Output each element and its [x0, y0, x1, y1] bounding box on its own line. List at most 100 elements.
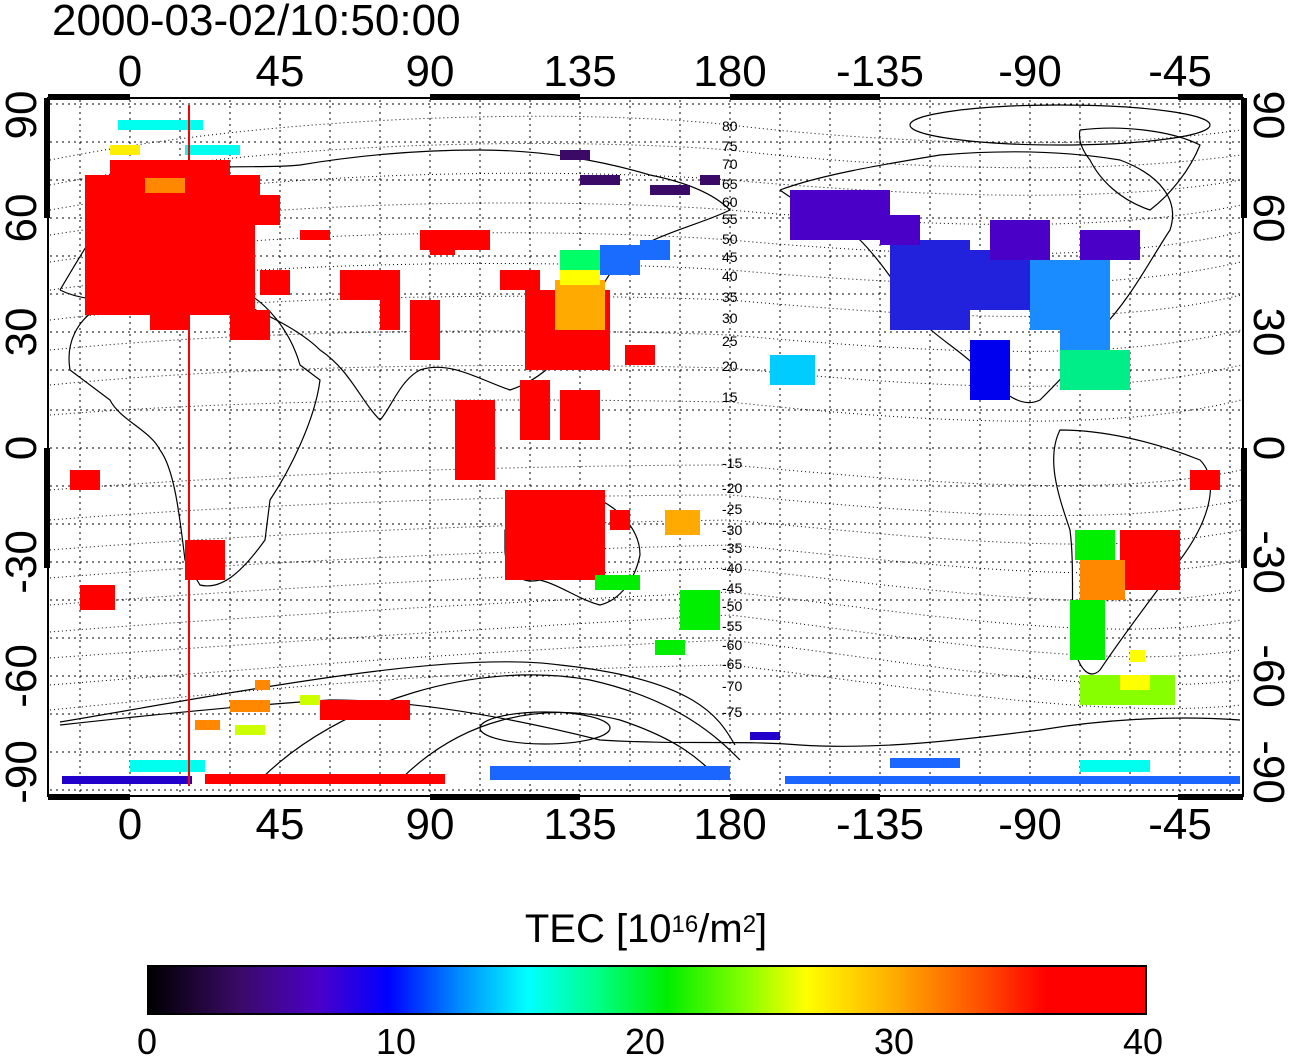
lat-tick-left: 60 [0, 193, 46, 243]
contour-label: 60 [722, 194, 738, 210]
contour-label: 50 [722, 231, 738, 247]
lat-tick-right: 90 [1244, 90, 1292, 140]
colorbar-title: TEC [1016/m2] [0, 906, 1292, 952]
colorbar-tick: 40 [1122, 1021, 1164, 1062]
lat-tick-left: -90 [0, 740, 46, 804]
tec-data-australia [505, 490, 630, 580]
lon-tick-top: 135 [543, 47, 617, 96]
lon-tick-top: -90 [998, 47, 1062, 96]
lat-tick-right: -90 [1244, 740, 1292, 804]
lat-tick-left: 30 [0, 307, 46, 357]
tec-data-antarctic-yellow [235, 695, 320, 735]
colorbar-title-suffix: ] [756, 907, 768, 951]
lon-tick-bottom: 0 [117, 800, 143, 849]
tec-data-north-america-east [1030, 260, 1110, 350]
contour-label: 70 [722, 156, 738, 172]
lon-tick-top: 0 [117, 47, 143, 96]
lon-tick-bottom: -45 [1148, 800, 1212, 849]
contour-label: 30 [722, 310, 738, 326]
lon-tick-bottom: 90 [405, 800, 455, 849]
lon-tick-bottom: 180 [693, 800, 767, 849]
contour-label: 25 [722, 333, 738, 349]
lat-tick-left: -30 [0, 530, 46, 594]
lon-tick-top: 90 [405, 47, 455, 96]
contour-labels-south: -15 -20 -25 -30 -35 -40 -45 -50 -55 -60 … [722, 455, 742, 720]
tec-data-south-america-orange [1080, 560, 1125, 600]
tec-data-caribbean [1060, 350, 1130, 390]
contour-label: -40 [722, 560, 742, 576]
tec-data-antarctic-cyan [130, 760, 1150, 772]
magnetic-pole-contours [59, 104, 1211, 781]
lon-tick-bottom: -90 [998, 800, 1062, 849]
contour-label: -30 [722, 522, 742, 538]
lat-tick-left: 0 [0, 435, 46, 461]
tec-data-hawaii [770, 355, 815, 385]
lon-tick-bottom: 135 [543, 800, 617, 849]
tec-data-north-pacific [560, 150, 720, 195]
contour-label: 45 [722, 249, 738, 265]
contour-label: -65 [722, 656, 742, 672]
tec-data-arctic-cyan [118, 120, 240, 155]
lon-tick-top: -135 [835, 47, 925, 96]
tec-data-gulf [970, 340, 1010, 400]
tec-data-south-america-green [1070, 530, 1115, 660]
tec-data-asia-north [560, 250, 600, 270]
tec-data-nz [665, 510, 700, 535]
colorbar-tick: 10 [375, 1021, 417, 1062]
frame-edge-bars [44, 94, 1247, 800]
coastline-antarctica [59, 699, 1241, 747]
contour-label: -70 [722, 678, 742, 694]
tec-data-arctic-orange [145, 178, 185, 193]
colorbar-title-prefix: TEC [10 [524, 907, 672, 951]
lat-tick-right: -30 [1244, 530, 1292, 594]
contour-label: -75 [722, 704, 742, 720]
tec-data-antarctic-blue [490, 758, 1240, 784]
colorbar [147, 965, 1147, 1015]
contour-label: -25 [722, 501, 742, 517]
lon-tick-top: 45 [255, 47, 305, 96]
lat-tick-right: 60 [1244, 193, 1292, 243]
coastline-south-america [1053, 429, 1211, 675]
contour-label: 40 [722, 268, 738, 284]
contour-label: -35 [722, 540, 742, 556]
tec-data-drake-yellow [1120, 650, 1150, 690]
tec-data-north-america-north [790, 190, 1140, 260]
colorbar-tick: 20 [624, 1021, 666, 1062]
contour-label: 80 [722, 118, 738, 134]
contour-label: -50 [722, 598, 742, 614]
colorbar-title-exponent: 16 [671, 911, 699, 938]
colorbar-tick: 30 [873, 1021, 915, 1062]
tec-data-africa [70, 470, 225, 610]
contour-label: -55 [722, 618, 742, 634]
contour-label: 15 [722, 389, 738, 405]
tec-data-antarctic-purple [62, 732, 780, 784]
contour-label: 65 [722, 176, 738, 192]
coastline-greenland [1078, 127, 1201, 211]
lon-tick-top: -45 [1148, 47, 1212, 96]
contour-label: -60 [722, 637, 742, 653]
lon-tick-top: 180 [693, 47, 767, 96]
lon-tick-bottom: 45 [255, 800, 305, 849]
contour-label: -15 [722, 455, 742, 471]
contour-label: -20 [722, 480, 742, 496]
contour-label: -45 [722, 580, 742, 596]
tec-data-east-asia-blue [600, 240, 670, 275]
tec-data-europe [85, 160, 400, 340]
contour-label: 20 [722, 358, 738, 374]
lat-tick-right: 30 [1244, 307, 1292, 357]
tec-data-japan [555, 280, 605, 330]
contour-label: 55 [722, 211, 738, 227]
lat-tick-left: 90 [0, 90, 46, 140]
colorbar-title-unit-exponent: 2 [742, 911, 757, 938]
plot-title: 2000-03-02/10:50:00 [52, 0, 461, 45]
colorbar-tick: 0 [136, 1021, 158, 1062]
tec-data-arctic-yellow [110, 145, 140, 155]
coastline-europe-asia [59, 149, 732, 421]
tec-data-antarctic-red [205, 700, 445, 784]
contour-labels-north: 80 75 70 65 60 55 50 45 40 35 30 25 20 1… [722, 118, 738, 405]
tec-data-south-america [1120, 470, 1220, 590]
tec-data-antarctic-orange [195, 680, 270, 730]
colorbar-title-unit: /m [698, 907, 743, 951]
lat-tick-right: 0 [1244, 435, 1292, 461]
